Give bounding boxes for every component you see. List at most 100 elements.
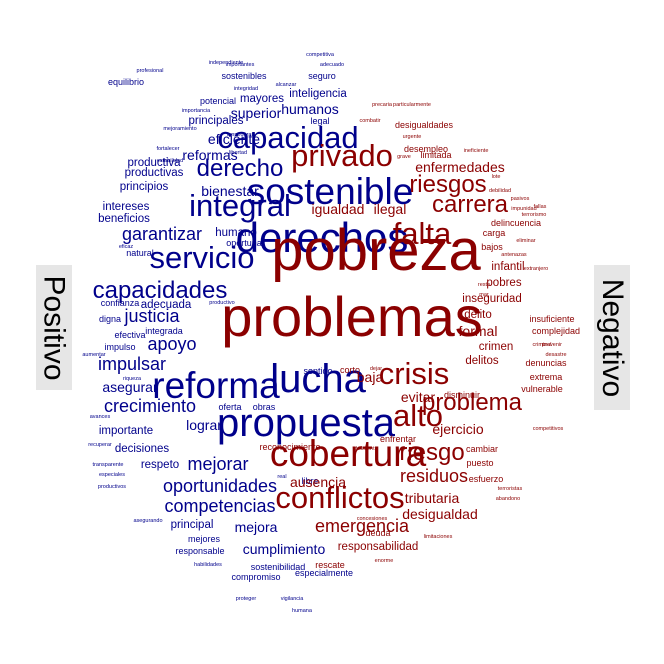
negative-word-delitos: delitos [465,355,498,367]
negative-word-terroristas: terroristas [498,486,523,492]
negative-word-lote: lote [492,174,501,180]
negative-word-alto: alto [393,398,443,433]
negative-word-dejar: dejar [370,366,382,372]
negative-word-privado: privado [291,138,393,173]
positive-word-aumentar: aumentar [82,352,105,358]
negative-word-enfermedades: enfermedades [415,159,505,175]
negative-word-enfrentar: enfrentar [380,434,416,444]
negative-word-residuos: residuos [400,466,468,486]
negative-word-precaria: precaria [372,102,393,108]
positive-word-productivas: productivas [125,167,184,179]
positive-word-productivo: productivo [209,300,234,306]
negative-word-corto: corto [340,365,360,375]
positive-word-asegurando: asegurando [133,518,162,524]
negative-word-falta: falta [393,216,452,251]
negative-word-complejidad: complejidad [532,326,580,336]
positive-word-real: real [277,474,286,480]
negative-word-crisis: crisis [379,356,450,391]
positive-word-mejorar: mejorar [187,454,248,474]
positive-word-sostenibilidad: sostenibilidad [251,562,306,572]
negative-word-antenazas: antenazas [501,252,527,258]
negative-word-competitivos: competitivos [533,426,564,432]
negative-word-debilidad: debilidad [489,188,511,194]
negative-word-puesto: puesto [466,458,493,468]
positive-word-potencial: potencial [200,96,236,106]
positive-word-impulsar: impulsar [98,354,166,374]
negative-word-abandono: abandono [496,496,520,502]
positive-word-sentido: sentido [303,366,332,376]
positive-word-libertad: libertad [229,150,247,156]
positive-word-lucha: lucha [270,357,366,401]
positive-word-mejores: mejores [188,534,221,544]
negative-word-crimen: crimen [479,341,514,353]
positive-word-reforma: reforma [152,365,280,406]
negative-word-resto: resto [478,282,490,288]
negative-word-fallas: fallas [534,204,547,210]
positive-word-eficiente: eficiente [208,131,260,147]
positive-word-transparente: transparente [93,462,124,468]
negative-word-denuncias: denuncias [525,358,567,368]
negative-word-deuda: deuda [365,528,390,538]
negative-word-desigualdad: desigualdad [402,506,478,522]
positive-word-garantizar: garantizar [122,224,202,244]
positive-word-justicia: justicia [123,306,180,326]
positive-word-competencias: competencias [164,496,275,516]
negative-word-ejercicio: ejercicio [432,421,484,437]
positive-word-integral: integral [189,188,291,223]
positive-word-lograr: lograr [186,417,222,433]
positive-word-reformas: reformas [182,147,237,163]
negative-word-concesiones: concesiones [357,516,388,522]
negative-word-desempleo: desempleo [404,144,448,154]
negative-word-baja: baja [357,369,384,385]
positive-word-inteligencia: inteligencia [289,88,347,100]
negative-word-rescate: rescate [315,560,345,570]
positive-word-productiva: productiva [127,157,181,169]
negative-word-mar: mar [479,292,489,298]
positive-word-productivos: productivos [98,484,126,490]
negative-word-combatir: combatir [359,118,380,124]
negative-word-igualdad: igualdad [312,201,365,217]
negative-word-terrorismo: terrorismo [522,212,547,218]
negative-word-prevenir: prevenir [542,342,562,348]
negative-word-disminuir: disminuir [444,390,480,400]
positive-word-superior: superior [231,105,282,121]
positive-word-bienestar: bienestar [201,183,259,199]
positive-word-confianza: confianza [101,298,140,308]
positive-word-capacidades: capacidades [93,277,228,304]
negative-word-ausencia: ausencia [290,474,346,490]
negative-word-cambiar: cambiar [466,444,498,454]
negative-word-desastre: desastre [545,352,566,358]
negative-word-carrera: carrera [432,191,509,218]
positive-word-mejoramiento: mejoramiento [163,126,196,132]
negative-word-delito: delito [464,309,492,321]
positive-word-importantes: importantes [226,62,255,68]
positive-word-adecuada: adecuada [141,299,192,311]
negative-word-infantil: infantil [491,261,524,273]
negative-word-urgente: urgente [403,134,422,140]
negative-word-esfuerzo: esfuerzo [469,474,504,484]
positive-word-crecimiento: crecimiento [104,396,196,416]
positive-word-respeto: respeto [141,459,179,471]
negative-word-extranjero: extranjero [524,266,548,272]
positive-word-profesional: profesional [137,68,164,74]
positive-word-apoyo: apoyo [147,334,196,354]
positive-word-proteger: proteger [236,596,257,602]
positive-word-propuesta: propuesta [217,401,396,445]
positive-word-responsable: responsable [175,546,224,556]
positive-word-eficaz: eficaz [119,244,134,250]
positive-word-importancia: importancia [182,108,211,114]
negative-group-label: Negativo [594,265,630,410]
positive-word-alcanzar: alcanzar [276,82,297,88]
positive-word-oferta: oferta [218,402,241,412]
positive-word-adecuado: adecuado [320,62,344,68]
negative-word-bajos: bajos [481,242,503,252]
negative-word-insuficiente: insuficiente [529,314,574,324]
positive-word-impulso: impulso [104,342,135,352]
positive-word-avances: avances [90,414,111,420]
positive-word-fortalecer: fortalecer [157,146,180,152]
negative-word-eliminar: eliminar [516,238,535,244]
negative-word-riesgo: riesgo [399,439,464,466]
